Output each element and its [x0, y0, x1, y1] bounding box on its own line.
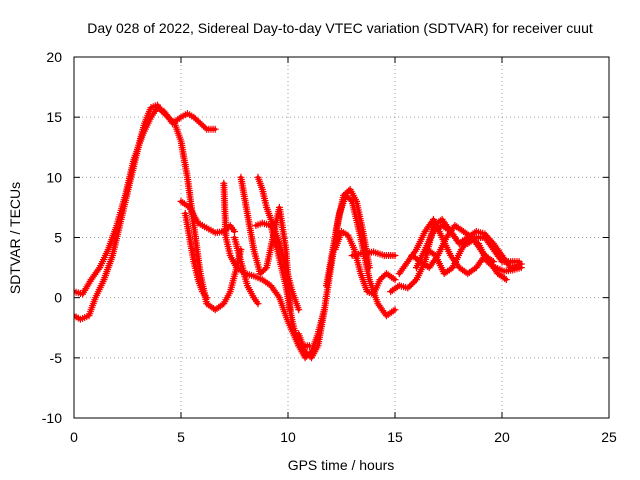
x-tick-label: 25: [601, 429, 617, 445]
series-plus-markers: [408, 222, 510, 284]
x-tick-label: 15: [387, 429, 403, 445]
y-tick-label: -10: [42, 410, 62, 426]
y-axis-label: SDTVAR / TECUs: [7, 182, 23, 294]
x-tick-label: 0: [70, 429, 78, 445]
series-arc-13: [331, 228, 399, 298]
series-arc-2: [74, 104, 219, 298]
series-plus-markers: [348, 248, 399, 259]
series-group: [74, 101, 525, 362]
series-arc-14: [348, 248, 399, 259]
y-tick-label: -5: [50, 350, 63, 366]
y-tick-label: 20: [46, 49, 62, 65]
series-plus-markers: [412, 222, 523, 272]
y-tick-label: 0: [54, 290, 62, 306]
x-tick-label: 5: [177, 429, 185, 445]
series-arc-6: [220, 179, 313, 350]
chart-title: Day 028 of 2022, Sidereal Day-to-day VTE…: [87, 20, 593, 36]
x-axis-label: GPS time / hours: [288, 457, 395, 473]
y-tick-label: 15: [46, 109, 62, 125]
series-arc-5: [181, 209, 211, 302]
x-tick-label: 10: [280, 429, 296, 445]
series-arc-19: [408, 222, 510, 284]
series-layer: [74, 101, 525, 362]
series-plus-markers: [254, 173, 303, 314]
series-arc-18: [412, 222, 523, 272]
series-plus-markers: [231, 234, 262, 308]
series-plus-markers: [181, 209, 211, 302]
series-arc-8: [231, 234, 262, 308]
series-plus-markers: [331, 228, 399, 298]
x-tick-label: 20: [494, 429, 510, 445]
y-tick-label: 10: [46, 169, 62, 185]
tick-layer: 0 5 10 15 20 25 -10 -5 0 5 10 15 20: [42, 49, 617, 445]
grid-layer: [74, 57, 609, 418]
series-plus-markers: [74, 104, 219, 298]
y-tick-label: 5: [54, 230, 62, 246]
